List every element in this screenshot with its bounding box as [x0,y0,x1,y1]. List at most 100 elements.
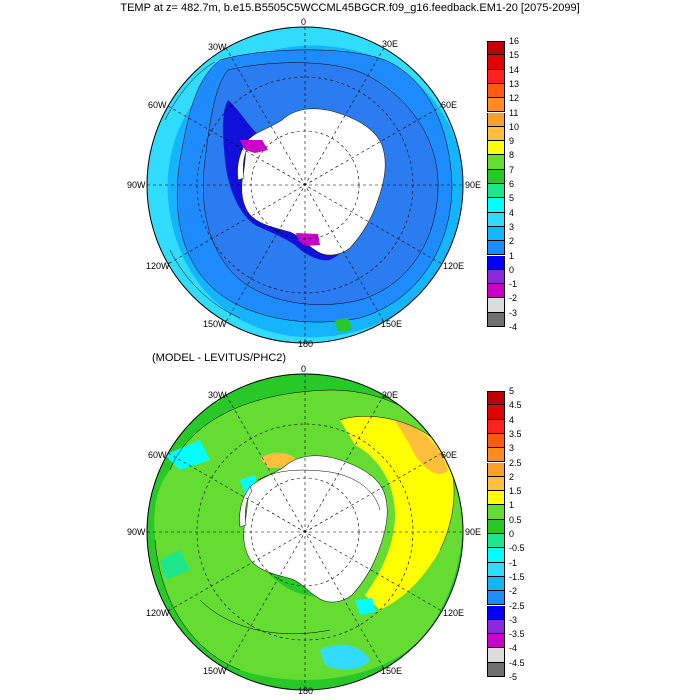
colorbar-label: -5 [509,672,518,682]
colorbar-swatch [487,55,505,70]
lon-label-0: 0 [301,17,307,27]
colorbar-swatch [487,548,505,563]
colorbar-swatch [487,634,505,649]
colorbar-swatch [487,648,505,663]
colorbar-swatch [487,391,505,406]
colorbar-label: 11 [509,107,519,118]
colorbar-label: 1 [509,250,515,261]
colorbar-label: 4 [509,414,515,425]
colorbar-label: 16 [509,36,520,46]
colorbar-label: 1 [509,500,515,511]
colorbar-label: 14 [509,64,520,75]
lon-label-30e: 30E [382,39,399,49]
lon-label-150e: 150E [381,666,403,676]
antarctica-bottom [243,455,388,603]
graticule-bottom [147,374,463,690]
lon-label-180: 180 [298,339,314,349]
colorbar-label: 4.5 [509,400,522,411]
lon-label-90e: 90E [465,180,482,190]
colorbar-label: -3.5 [509,629,525,640]
colorbar-swatch [487,126,505,142]
colorbar-swatch [487,284,505,299]
colorbar-label: -1 [509,557,518,568]
colorbar-label: 2 [509,236,515,247]
lon-label-90e: 90E [465,527,482,537]
lon-label-60e: 60E [441,450,458,460]
temperature-map [147,27,463,343]
colorbar-swatch [487,98,505,113]
colorbar-swatch [487,198,505,213]
colorbar-label: 2.5 [509,457,522,468]
colorbar-label: -3 [509,614,518,625]
colorbar-swatch [487,312,505,327]
colorbar-label: -4.5 [509,657,525,668]
lon-label-60w: 60W [148,100,167,110]
colorbar-swatch [487,69,505,84]
lon-label-120e: 120E [443,261,465,271]
colorbar-swatch [487,433,505,449]
colorbar-label: -3 [509,307,518,318]
colorbar-swatch [487,476,505,492]
lon-label-90w: 90W [127,180,146,190]
lon-label-60w: 60W [148,450,167,460]
colorbar-label: 9 [509,136,515,147]
antarctica-top [241,108,386,256]
colorbar-label: 6 [509,179,515,189]
colorbar-label: -2.5 [509,600,525,611]
plot-title: TEMP at z= 482.7m, b.e15.B5505C5WCCML45B… [120,2,580,14]
colorbar-swatch [487,184,505,199]
lon-label-60e: 60E [441,100,458,110]
lon-label-150w: 150W [203,666,227,676]
difference-subtitle: (MODEL - LEVITUS/PHC2) [152,352,287,364]
colorbar-label: 3.5 [509,428,522,439]
colorbar-swatch [487,226,505,242]
colorbar-label: 3 [509,443,515,454]
graticule-top [147,27,463,343]
colorbar-swatch [487,519,505,534]
lon-label-0: 0 [301,364,307,374]
lon-label-120e: 120E [443,608,465,618]
colorbar-swatch [487,562,505,577]
colorbar-label: 2 [509,471,515,482]
lon-label-120w: 120W [146,261,170,271]
colorbar-label: 13 [509,78,520,89]
colorbar-label: 5 [509,193,515,204]
colorbar-label: 4 [509,207,515,218]
lon-label-180: 180 [298,686,314,696]
colorbar-label: 12 [509,93,520,104]
colorbar-swatch [487,491,505,506]
colorbar-label: 7 [509,164,515,175]
difference-colorbar: 5 4.5 4 3.5 3 2.5 2 1.5 1 0.5 0 -0.5 -1 -1.5 -2 -2.5 -3 -… [487,386,547,682]
colorbar-swatch [487,269,505,285]
colorbar-label: 10 [509,121,520,132]
colorbar-swatch [487,591,505,606]
colorbar-swatch [487,241,505,256]
colorbar-swatch [487,448,505,463]
colorbar-swatch [487,462,505,477]
colorbar-swatch [487,255,505,270]
colorbar-swatch [487,605,505,620]
colorbar-label: -2 [509,586,518,597]
colorbar-label: -4 [509,322,518,332]
colorbar-swatch [487,576,505,592]
temperature-colorbar: 16 15 14 13 12 11 10 9 8 7 6 5 4 3 2 1 0 -1 -2 -3 -4 [487,36,547,332]
colorbar-label: 8 [509,150,515,161]
lon-label-30e: 30E [382,390,399,400]
colorbar-label: -4 [509,643,518,654]
colorbar-swatch [487,155,505,170]
colorbar-label: 5 [509,386,515,396]
lon-label-90w: 90W [127,527,146,537]
colorbar-swatch [487,405,505,420]
colorbar-swatch [487,41,505,56]
colorbar-label: 0 [509,529,515,539]
lon-label-30w: 30W [208,390,227,400]
colorbar-label: 0 [509,264,515,275]
colorbar-label: -1 [509,279,518,290]
lon-label-150w: 150W [203,319,227,329]
colorbar-swatch [487,141,505,156]
lon-label-30w: 30W [208,42,227,52]
colorbar-swatch [487,662,505,677]
colorbar-label: 0.5 [509,514,522,525]
lon-label-120w: 120W [146,608,170,618]
colorbar-swatch [487,534,505,549]
